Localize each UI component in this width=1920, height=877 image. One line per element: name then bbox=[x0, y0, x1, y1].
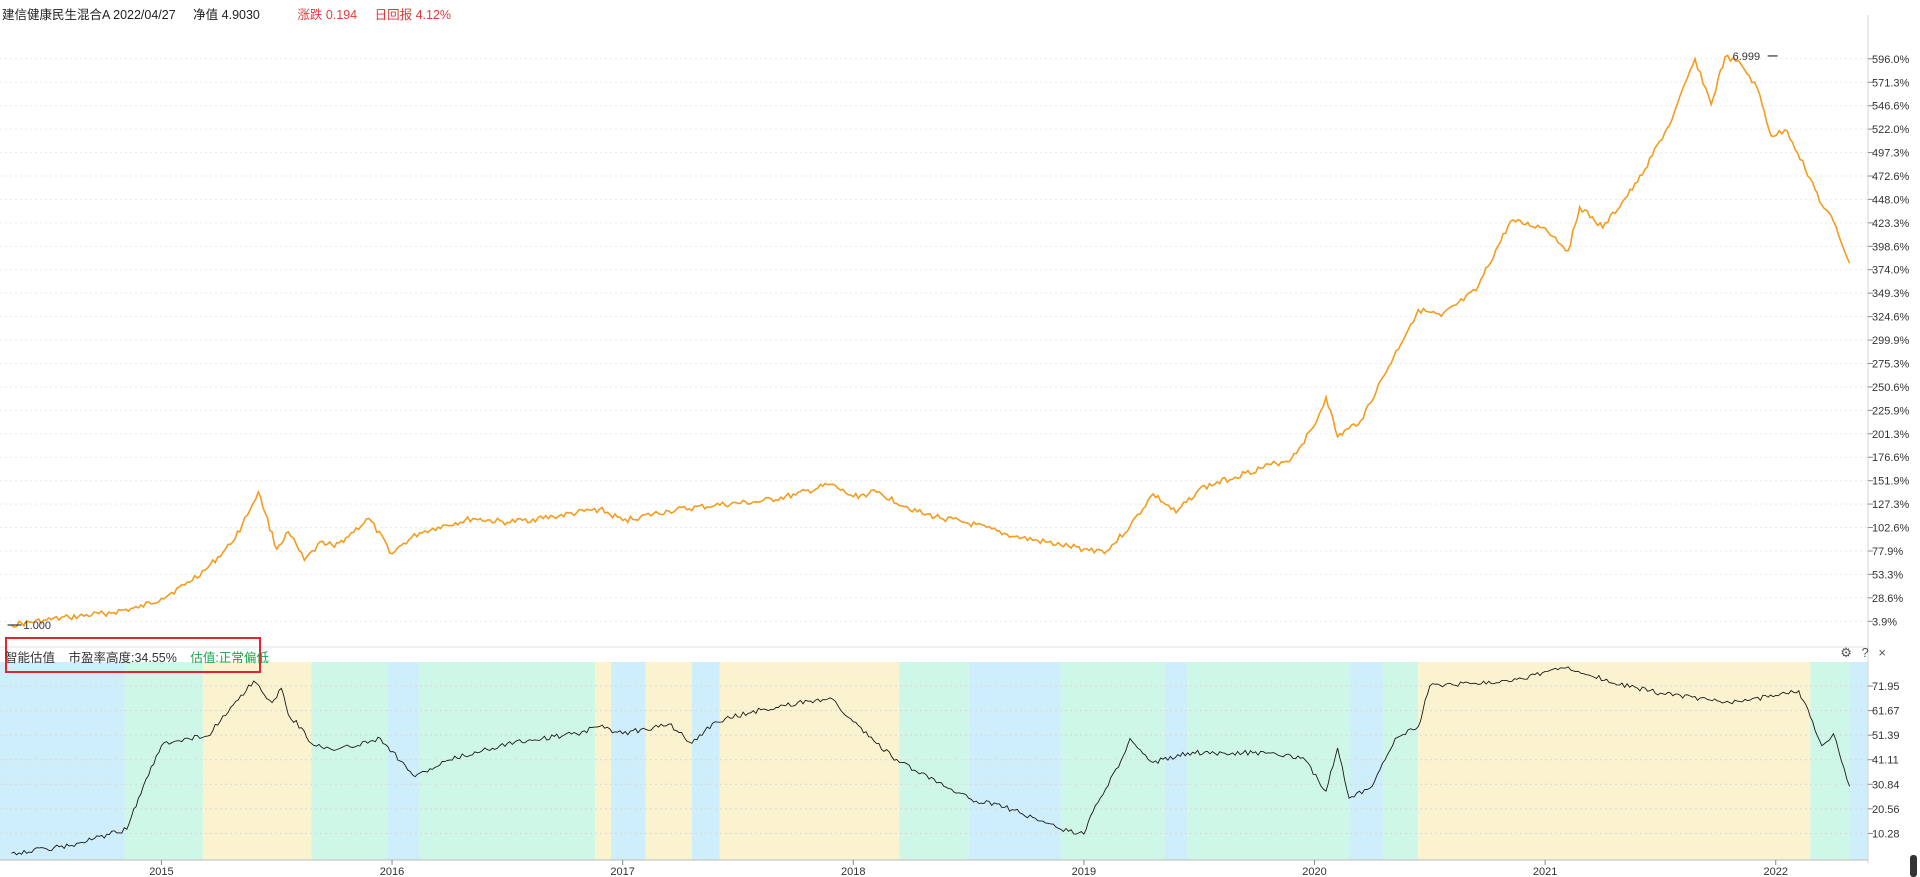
nav-series-line bbox=[11, 54, 1851, 628]
valuation-summary: 智能估值 市盈率高度:34.55% 估值:正常偏低 bbox=[5, 647, 279, 666]
valuation-band bbox=[387, 662, 420, 860]
pe-series-line bbox=[11, 666, 1851, 856]
nav-y-tick-label: 546.6% bbox=[1872, 101, 1910, 113]
fund-name: 建信健康民生混合A 2022/04/27 bbox=[2, 8, 176, 22]
nav-y-tick-label: 299.9% bbox=[1872, 335, 1910, 347]
x-tick-label: 2019 bbox=[1072, 866, 1096, 877]
valuation-band bbox=[968, 662, 1061, 860]
nav-y-tick-label: 398.6% bbox=[1872, 241, 1910, 253]
nav-y-tick-label: 571.3% bbox=[1872, 77, 1910, 89]
valuation-status: 估值:正常偏低 bbox=[190, 651, 269, 665]
valuation-band bbox=[1849, 662, 1868, 860]
valuation-band bbox=[719, 662, 900, 860]
nav-y-tick-label: 275.3% bbox=[1872, 358, 1910, 370]
valuation-band bbox=[1164, 662, 1188, 860]
x-tick-label: 2017 bbox=[610, 866, 634, 877]
pe-y-ticks: 71.95 61.67 51.39 41.11 30.84 20.56 10.28 bbox=[1868, 681, 1900, 840]
nav-y-tick-label: 201.3% bbox=[1872, 429, 1910, 441]
x-tick-label: 2016 bbox=[380, 866, 404, 877]
nav-y-tick-label: 250.6% bbox=[1872, 382, 1910, 394]
close-icon[interactable]: × bbox=[1878, 645, 1886, 660]
x-tick-label: 2020 bbox=[1302, 866, 1326, 877]
pe-y-tick-label: 30.84 bbox=[1872, 779, 1900, 791]
nav-y-tick-label: 349.3% bbox=[1872, 288, 1910, 300]
nav-y-tick-label: 225.9% bbox=[1872, 405, 1910, 417]
help-icon[interactable]: ? bbox=[1861, 645, 1869, 660]
valuation-band bbox=[899, 662, 969, 860]
valuation-band bbox=[1060, 662, 1165, 860]
nav-y-tick-label: 102.6% bbox=[1872, 523, 1910, 535]
fund-header: 建信健康民生混合A 2022/04/27 净值 4.9030 涨跌 0.194 … bbox=[2, 4, 465, 23]
nav-y-tick-label: 127.3% bbox=[1872, 499, 1910, 511]
valuation-band bbox=[1187, 662, 1350, 860]
nav-y-tick-label: 151.9% bbox=[1872, 476, 1910, 488]
pe-y-tick-label: 20.56 bbox=[1872, 804, 1900, 816]
valuation-band bbox=[1349, 662, 1384, 860]
nav-change: 涨跌 0.194 bbox=[297, 8, 358, 22]
valuation-bands bbox=[0, 662, 1868, 860]
nav-y-tick-label: 472.6% bbox=[1872, 171, 1910, 183]
nav-gridlines bbox=[0, 58, 1868, 622]
pe-y-tick-label: 41.11 bbox=[1872, 755, 1899, 767]
valuation-highlight-box bbox=[5, 637, 261, 673]
nav-y-tick-label: 3.9% bbox=[1872, 616, 1897, 628]
x-tick-label: 2018 bbox=[841, 866, 865, 877]
pe-y-tick-label: 71.95 bbox=[1872, 681, 1900, 693]
nav-y-tick-label: 28.6% bbox=[1872, 593, 1903, 605]
nav-y-tick-label: 497.3% bbox=[1872, 148, 1910, 160]
x-axis-ticks: 2015 2016 2017 2018 2019 2020 2021 2022 bbox=[149, 860, 1788, 877]
valuation-band bbox=[1418, 662, 1811, 860]
x-tick-label: 2022 bbox=[1764, 866, 1788, 877]
valuation-band bbox=[311, 662, 388, 860]
nav-y-tick-label: 596.0% bbox=[1872, 54, 1910, 66]
valuation-title: 智能估值 bbox=[5, 651, 56, 665]
valuation-band bbox=[202, 662, 312, 860]
pe-y-tick-label: 10.28 bbox=[1872, 828, 1900, 840]
nav-annotation-label: 6.999 bbox=[1733, 51, 1761, 63]
nav-annotations: 1.000 6.999 bbox=[7, 51, 1778, 632]
x-tick-label: 2021 bbox=[1533, 866, 1557, 877]
nav-y-tick-label: 448.0% bbox=[1872, 194, 1910, 206]
pe-y-tick-label: 51.39 bbox=[1872, 730, 1900, 742]
pe-gridlines bbox=[0, 685, 1868, 834]
settings-icon[interactable]: ⚙ bbox=[1840, 645, 1852, 660]
nav-y-tick-label: 176.6% bbox=[1872, 452, 1910, 464]
daily-return: 日回报 4.12% bbox=[374, 8, 452, 22]
nav-y-tick-label: 53.3% bbox=[1872, 569, 1903, 581]
valuation-band bbox=[0, 662, 125, 860]
nav-y-ticks: 596.0% 571.3% 546.6% 522.0% 497.3% 472.6% 448.… bbox=[1868, 54, 1910, 628]
nav-annotation-label: 1.000 bbox=[24, 620, 52, 632]
valuation-band bbox=[645, 662, 692, 860]
nav-y-tick-label: 324.6% bbox=[1872, 312, 1910, 324]
valuation-band bbox=[611, 662, 646, 860]
nav-value: 净值 4.9030 bbox=[193, 8, 260, 22]
nav-y-tick-label: 522.0% bbox=[1872, 124, 1910, 136]
scroll-handle[interactable] bbox=[1910, 855, 1917, 877]
nav-y-tick-label: 423.3% bbox=[1872, 218, 1910, 230]
valuation-band bbox=[1810, 662, 1850, 860]
pe-height-value: 市盈率高度:34.55% bbox=[68, 651, 177, 665]
pe-y-tick-label: 61.67 bbox=[1872, 706, 1900, 718]
nav-y-tick-label: 374.0% bbox=[1872, 265, 1910, 277]
valuation-band bbox=[691, 662, 720, 860]
panel-controls: ⚙ ? × bbox=[1834, 645, 1886, 661]
x-tick-label: 2015 bbox=[149, 866, 173, 877]
valuation-band bbox=[594, 662, 612, 860]
valuation-band bbox=[419, 662, 595, 860]
valuation-band bbox=[124, 662, 203, 860]
valuation-band bbox=[1383, 662, 1419, 860]
nav-y-tick-label: 77.9% bbox=[1872, 546, 1903, 558]
